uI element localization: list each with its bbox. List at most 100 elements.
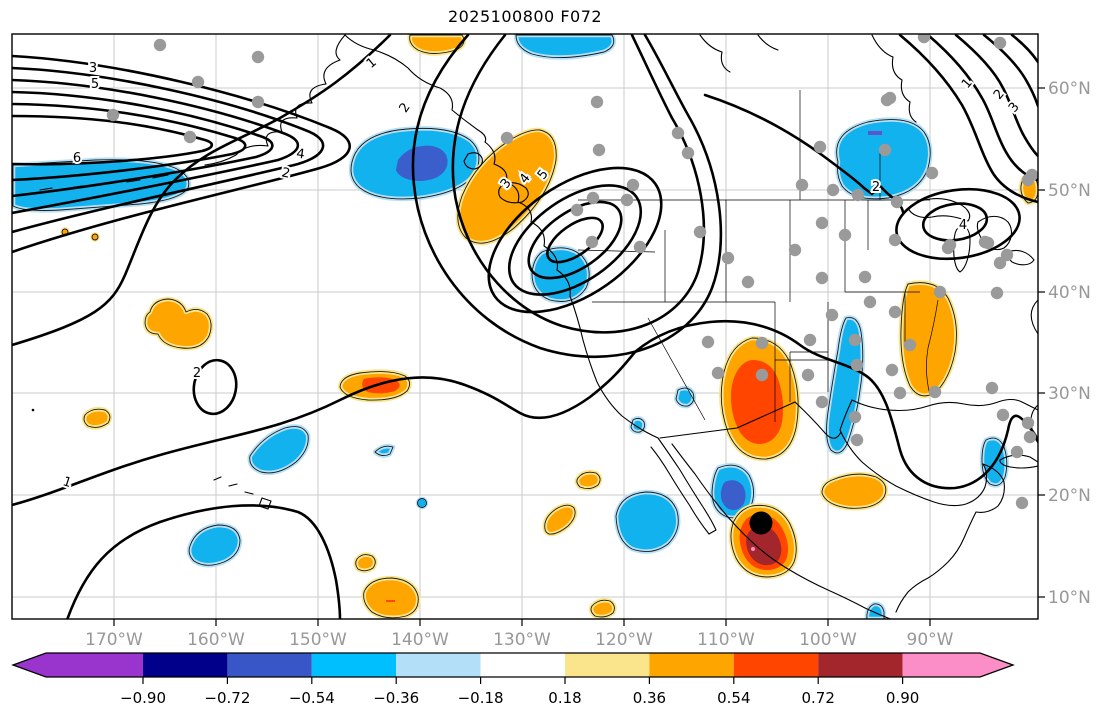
station-dot [642, 2, 654, 14]
contour-line [12, 54, 351, 254]
contour-line [926, 34, 1038, 182]
colorbar-tick-label: 0.36 [633, 689, 666, 707]
shaded-region-outline [515, 34, 615, 59]
station-dot [755, 336, 769, 350]
shaded-core [396, 145, 448, 181]
contour-line [898, 34, 1038, 204]
contour-line [487, 166, 663, 314]
contour-line [527, 200, 623, 280]
coastline [213, 476, 272, 510]
map-frame-rect [11, 33, 1039, 620]
station-dot [825, 308, 839, 322]
station-dot [1023, 430, 1037, 444]
border-line [647, 317, 706, 421]
colorbar-segment [480, 653, 565, 677]
station-dot [858, 270, 872, 284]
contour-label: 3 [1006, 100, 1023, 116]
contour-label: 2 [397, 100, 414, 115]
latitude-label: 50°N [1048, 181, 1091, 201]
colorbar-segment [733, 653, 819, 677]
shaded-core [386, 600, 395, 602]
shaded-region-outline [339, 371, 410, 401]
station-dot [106, 108, 120, 122]
station-dot [878, 143, 892, 157]
station-dot [985, 381, 999, 395]
latitude-label: 30°N [1048, 384, 1091, 404]
contour-line [12, 319, 1038, 507]
contour-label: 1 [364, 55, 380, 72]
latitude-labels: 60°N 50°N 40°N 30°N 20°N 10°N [1048, 79, 1091, 608]
station-dot [701, 335, 715, 349]
contour-label: 2 [280, 165, 291, 181]
station-dot [993, 36, 1007, 50]
station-dot [848, 333, 862, 347]
station-dot [996, 408, 1010, 422]
figure-title: 2025100800 F072 [447, 7, 603, 26]
station-dot [815, 395, 829, 409]
station-dot [838, 228, 852, 242]
colorbar-tick-label: −0.54 [289, 689, 335, 707]
coastline [498, 182, 529, 204]
station-dot [813, 140, 827, 154]
station-dot [925, 166, 939, 180]
contour-line [546, 216, 604, 264]
colorbar-tick-label: 0.90 [886, 689, 919, 707]
contour-line [12, 114, 214, 166]
longitude-label: 140°W [391, 630, 449, 650]
station-dot [848, 410, 862, 424]
shaded-region [834, 117, 933, 201]
station-dot [941, 241, 955, 255]
coastline [463, 152, 483, 170]
station-dot [183, 130, 197, 144]
shaded-region-outline [83, 408, 111, 428]
shaded-region-outline [355, 554, 376, 572]
colorbar-tick-label: −0.72 [204, 689, 250, 707]
contour-label: 2 [991, 87, 1008, 103]
contour-line [895, 187, 1021, 261]
station-dot [590, 95, 604, 109]
station-dot [693, 225, 707, 239]
shaded-region-outline [730, 504, 797, 578]
coastline [976, 215, 1013, 251]
shaded-region-outline [576, 471, 601, 490]
shaded-region-outline [144, 298, 212, 349]
shaded-region [417, 498, 427, 508]
station-dot [251, 95, 265, 109]
colorbar-segment [396, 653, 481, 677]
shaded-region-outline [821, 473, 887, 509]
contour-line [451, 34, 706, 334]
contour-label: 4 [295, 147, 305, 163]
contour-label: 2 [193, 366, 201, 381]
shaded-region-outline [826, 317, 864, 454]
shaded-region-outline [544, 504, 576, 535]
coastline [650, 437, 717, 535]
station-dot [620, 193, 634, 207]
shaded-core [746, 526, 782, 566]
station-dots [106, 2, 1038, 510]
contour-label: 1 [959, 76, 976, 92]
shaded-region [142, 296, 214, 351]
state-borders [577, 90, 939, 422]
station-dot [885, 363, 899, 377]
coastline [907, 198, 971, 222]
anomaly-shading [12, 34, 1038, 619]
station-dot [981, 236, 995, 250]
station-dot [850, 433, 864, 447]
colorbar-segment [143, 653, 228, 677]
colorbar-segment [649, 653, 734, 677]
latitude-label: 20°N [1048, 486, 1091, 506]
station-dot [928, 385, 942, 399]
station-dot [851, 188, 865, 202]
contour-line [192, 358, 238, 416]
station-dot [888, 305, 902, 319]
station-dot [153, 38, 167, 52]
station-dot [826, 183, 840, 197]
shaded-region [247, 424, 311, 476]
station-dot [626, 178, 640, 192]
station-dot [500, 131, 514, 145]
contour-label: 1 [61, 474, 74, 491]
station-dot [681, 146, 695, 160]
contour-line [921, 202, 989, 242]
contour-line [12, 66, 325, 234]
latitude-label: 40°N [1048, 283, 1091, 303]
